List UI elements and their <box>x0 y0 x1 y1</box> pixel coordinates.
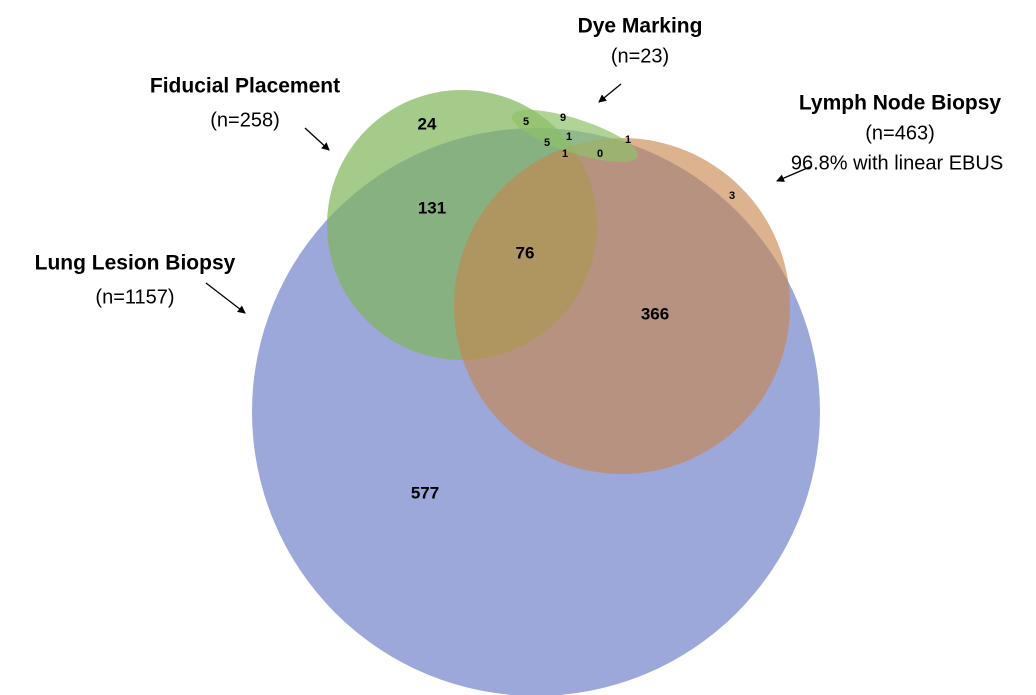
arrow <box>598 83 622 103</box>
set-name: Fiducial Placement <box>150 75 340 98</box>
set-name: Lymph Node Biopsy <box>799 92 1002 115</box>
region-count: 131 <box>418 198 446 217</box>
set-count: (n=463) <box>865 122 935 144</box>
region-count: 1 <box>625 134 631 146</box>
region-count: 9 <box>560 112 566 124</box>
set-note: 96.8% with linear EBUS <box>791 152 1003 174</box>
set-count: (n=23) <box>611 45 669 67</box>
dye-marking-ellipse <box>512 109 638 163</box>
set-count: (n=258) <box>210 109 280 131</box>
region-count: 24 <box>418 114 437 133</box>
region-count: 1 <box>566 131 572 143</box>
set-count: (n=1157) <box>95 286 174 308</box>
lymph-node-circle <box>454 138 790 474</box>
arrow <box>776 165 813 182</box>
set-name: Dye Marking <box>578 15 703 38</box>
region-count: 76 <box>516 243 535 262</box>
region-count: 5 <box>523 116 529 128</box>
region-count: 577 <box>411 483 439 502</box>
region-count: 366 <box>641 304 669 323</box>
region-count: 3 <box>729 190 735 202</box>
region-count: 1 <box>562 148 568 160</box>
arrow <box>304 127 330 151</box>
set-name: Lung Lesion Biopsy <box>35 252 236 275</box>
region-count: 0 <box>597 148 603 160</box>
region-count: 5 <box>544 137 550 149</box>
arrow <box>205 282 246 314</box>
